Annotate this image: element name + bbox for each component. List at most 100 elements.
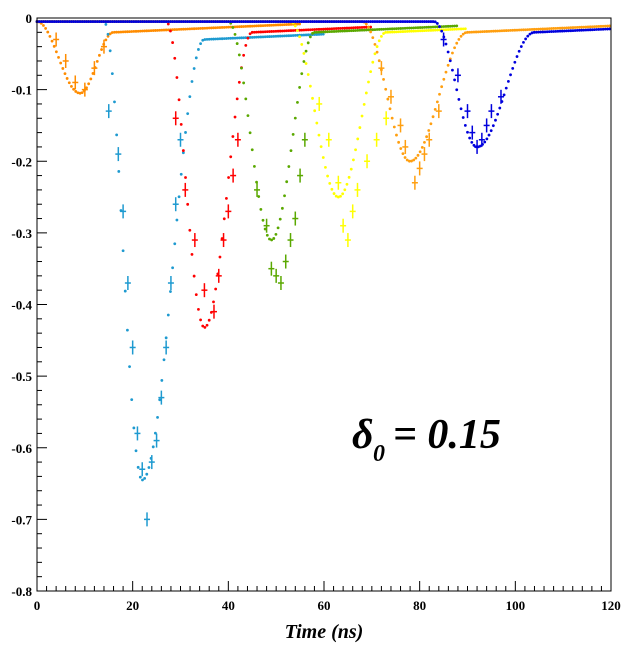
sim-point <box>476 30 480 34</box>
sim-point <box>534 27 538 31</box>
sim-point <box>130 20 134 23</box>
sim-point <box>76 91 80 95</box>
x-tick-label: 40 <box>222 598 235 613</box>
sim-point <box>319 20 323 23</box>
sim-point <box>345 29 349 33</box>
sim-point <box>485 137 489 141</box>
sim-point <box>164 20 168 23</box>
sim-point <box>313 33 317 36</box>
sim-point <box>110 20 114 23</box>
sim-point <box>580 25 583 29</box>
sim-point <box>222 217 226 221</box>
sim-point <box>483 140 487 144</box>
sim-point <box>603 27 607 31</box>
sim-point <box>171 20 175 23</box>
sim-point <box>173 56 177 60</box>
sim-point <box>442 77 446 81</box>
sim-point <box>298 20 302 23</box>
x-tick-label: 100 <box>506 598 526 613</box>
sim-point <box>205 26 209 30</box>
sim-point <box>388 20 392 23</box>
y-tick-label: 0 <box>26 11 33 26</box>
sim-point <box>242 36 246 40</box>
sim-point <box>276 20 280 23</box>
sim-point <box>442 25 446 28</box>
sim-point <box>151 20 155 23</box>
sim-point <box>220 20 224 23</box>
sim-point <box>354 20 357 23</box>
sim-point <box>582 25 586 29</box>
sim-point <box>547 30 551 34</box>
sim-point <box>184 20 187 23</box>
sim-point <box>395 30 398 34</box>
sim-point <box>427 25 431 29</box>
sim-point <box>283 23 286 27</box>
sim-point <box>328 30 332 34</box>
sim-point <box>291 20 295 23</box>
sim-point <box>496 29 500 33</box>
sim-point <box>261 20 265 23</box>
sim-point <box>431 25 435 29</box>
sim-point <box>263 35 267 39</box>
sim-point <box>212 20 215 23</box>
sim-point <box>405 158 409 162</box>
sim-point <box>565 26 568 30</box>
sim-point <box>431 20 435 23</box>
sim-point <box>315 121 319 125</box>
sim-point <box>405 20 409 23</box>
sim-point <box>268 35 271 38</box>
sim-point <box>433 25 437 29</box>
sim-point <box>362 102 366 106</box>
sim-point <box>186 27 190 31</box>
sim-point <box>313 30 317 34</box>
sim-point <box>584 28 588 32</box>
sim-point <box>407 26 411 30</box>
sim-point <box>382 27 385 31</box>
sim-point <box>487 29 491 33</box>
sim-point <box>384 87 388 91</box>
sim-point <box>229 25 233 29</box>
sim-point <box>444 42 448 46</box>
sim-point <box>537 27 540 31</box>
sim-point <box>201 324 205 328</box>
sim-point <box>373 28 377 32</box>
sim-point <box>416 153 420 157</box>
sim-point <box>395 20 398 23</box>
sim-point <box>259 30 263 34</box>
sim-point <box>280 23 284 27</box>
sim-point <box>289 22 293 26</box>
sim-point <box>293 24 297 28</box>
sim-point <box>362 28 366 32</box>
sim-point <box>233 36 237 40</box>
sim-point <box>420 29 424 33</box>
sim-point <box>367 80 370 84</box>
sim-point <box>597 25 601 28</box>
sim-point <box>268 237 271 241</box>
sim-point <box>136 20 140 23</box>
sim-point <box>207 20 211 23</box>
sim-point <box>352 20 355 23</box>
sim-point <box>412 29 416 33</box>
sim-point <box>272 34 276 38</box>
sim-point <box>369 28 373 32</box>
sim-point <box>57 20 60 23</box>
sim-point <box>586 28 590 32</box>
sim-point <box>108 32 112 36</box>
sim-point <box>194 56 198 60</box>
sim-point <box>386 30 390 34</box>
sim-point <box>364 22 368 26</box>
sim-point <box>197 27 200 30</box>
sim-point <box>255 30 258 34</box>
sim-point <box>276 29 280 33</box>
sim-point <box>532 27 536 31</box>
sim-point <box>169 290 172 293</box>
sim-point <box>304 20 308 23</box>
sim-point <box>571 29 575 32</box>
sim-point <box>128 365 131 369</box>
sim-point <box>332 20 336 23</box>
sim-point <box>203 26 207 30</box>
sim-point <box>438 25 441 28</box>
sim-point <box>334 29 338 33</box>
sim-point <box>308 28 312 32</box>
sim-point <box>358 20 362 23</box>
